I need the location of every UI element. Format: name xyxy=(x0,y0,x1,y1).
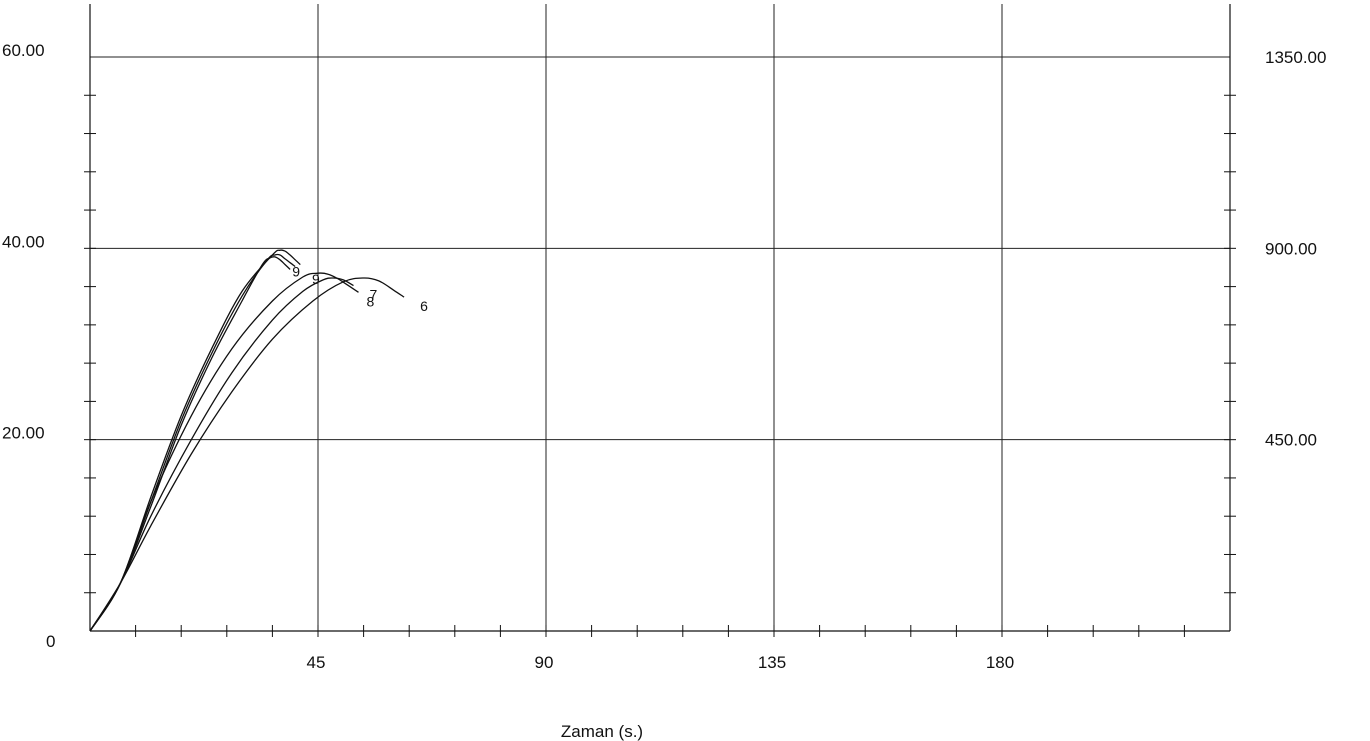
x-tick-label: 135 xyxy=(758,653,786,672)
series-labels: 9 87 6 9 xyxy=(292,264,428,315)
series-label: 7 xyxy=(369,287,377,303)
grid-lines xyxy=(90,4,1230,631)
y2-tick-label: 1350.00 xyxy=(1265,48,1326,67)
chart-axes xyxy=(89,4,1231,632)
x-tick-label: 45 xyxy=(307,653,326,672)
data-series xyxy=(89,249,405,632)
series-line xyxy=(89,253,296,632)
axis-ticks xyxy=(84,94,1236,637)
y-tick-label: 60.00 xyxy=(2,41,45,60)
x-axis-title: Zaman (s.) xyxy=(561,722,643,741)
series-line xyxy=(89,256,291,632)
y2-tick-label: 450.00 xyxy=(1265,431,1317,450)
y-origin-label: 0 xyxy=(46,632,55,651)
series-label: 9 xyxy=(292,264,300,280)
series-line xyxy=(89,249,301,632)
y2-tick-label: 900.00 xyxy=(1265,239,1317,258)
series-label: 6 xyxy=(420,298,428,314)
tick-labels: 45 90 135 180 20.00 40.00 60.00 0 450.00 900.00 13… xyxy=(2,41,1326,672)
y-tick-label: 20.00 xyxy=(2,424,45,443)
series-label: 9 xyxy=(312,271,320,287)
y-tick-label: 40.00 xyxy=(2,232,45,251)
series-label: 8 xyxy=(367,293,375,309)
series-line xyxy=(89,277,354,632)
x-tick-label: 180 xyxy=(986,653,1014,672)
series-line xyxy=(89,277,405,632)
x-tick-label: 90 xyxy=(535,653,554,672)
